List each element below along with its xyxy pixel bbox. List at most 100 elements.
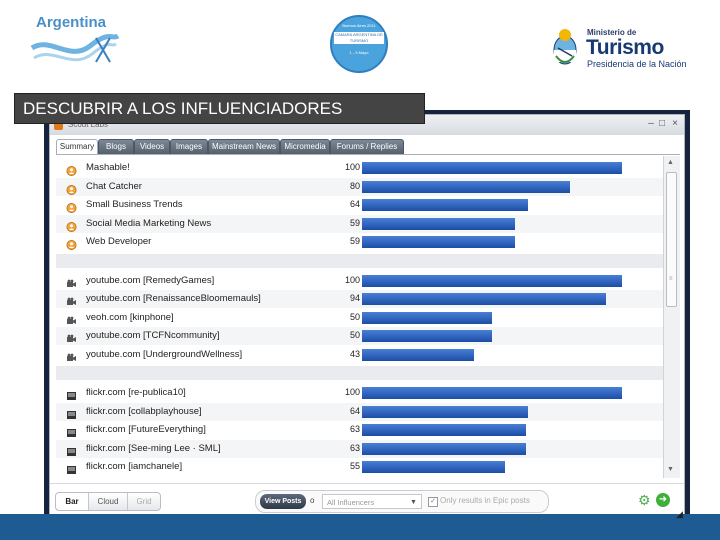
influencer-name[interactable]: Web Developer: [86, 236, 152, 247]
tab-images[interactable]: Images: [170, 139, 208, 154]
list-item[interactable]: flickr.com [collabplayhouse] 64: [56, 402, 663, 421]
slide-title-bar: DESCUBRIR A LOS INFLUENCIADORES: [14, 93, 425, 124]
blog-person-icon: [66, 237, 77, 250]
list-item[interactable]: youtube.com [RenaissanceBloomemauls] 94: [56, 290, 663, 308]
footer-band: [0, 514, 720, 540]
list-item[interactable]: youtube.com [RemedyGames] 100: [56, 272, 663, 290]
gear-icon[interactable]: ⚙: [638, 492, 651, 508]
blog-person-icon: [66, 182, 77, 195]
influence-bar: [362, 405, 529, 418]
resize-handle-icon[interactable]: ◢: [676, 509, 683, 519]
scroll-grip-icon: ≡: [669, 276, 673, 282]
influencer-name[interactable]: Chat Catcher: [86, 180, 142, 192]
argentina-logo: Argentina: [30, 12, 140, 72]
influence-score: 63: [349, 424, 360, 434]
argentina-swoosh-icon: [30, 33, 120, 63]
influencer-name[interactable]: flickr.com [re-publica10]: [86, 387, 186, 398]
view-mode-cloud-button[interactable]: Cloud: [89, 493, 128, 510]
seal-bottom-text: 1 - 5 Mayo: [349, 50, 369, 55]
vertical-scrollbar[interactable]: ▲ ≡ ▼: [663, 156, 680, 478]
influence-bar: [362, 180, 570, 193]
influencer-name[interactable]: flickr.com [FutureEverything]: [86, 424, 206, 435]
go-arrow-icon[interactable]: ➜: [656, 493, 670, 507]
influence-bar: [362, 348, 474, 361]
ministry-label: Ministerio de: [587, 28, 637, 37]
epic-posts-label: Only results in Epic posts: [440, 496, 530, 505]
influence-bar: [362, 424, 526, 436]
image-icon: [66, 444, 77, 456]
influence-score: 94: [349, 293, 360, 303]
influencer-list: Mashable! 100 Chat Catcher 80 Small Business…: [56, 156, 663, 481]
tab-mainstream-news[interactable]: Mainstream News: [208, 139, 280, 154]
influence-score: 100: [344, 162, 360, 172]
view-mode-bar-button[interactable]: Bar: [56, 493, 89, 510]
ministry-name: Turismo: [586, 36, 664, 59]
influencer-name[interactable]: veoh.com [kinphone]: [86, 311, 174, 323]
list-item[interactable]: Social Media Marketing News 59: [56, 214, 663, 233]
influence-score: 50: [349, 311, 360, 322]
chevron-down-icon: ▼: [410, 499, 417, 506]
influence-score: 43: [349, 348, 360, 359]
influencer-name[interactable]: flickr.com [collabplayhouse]: [86, 405, 202, 417]
ministry-subtitle: Presidencia de la Nación: [587, 59, 687, 69]
list-item[interactable]: flickr.com [See-ming Lee · SML] 63: [56, 439, 663, 458]
tab-forums-replies[interactable]: Forums / Replies: [330, 139, 404, 154]
list-item[interactable]: flickr.com [re-publica10] 100: [56, 384, 663, 402]
influencer-name[interactable]: flickr.com [See-ming Lee · SML]: [86, 442, 221, 454]
view-mode-grid-button[interactable]: Grid: [136, 497, 152, 506]
video-camera-icon: [66, 276, 77, 287]
seal-top-text: Buenos Aires 2011: [342, 23, 376, 28]
list-item[interactable]: flickr.com [FutureEverything] 63: [56, 421, 663, 439]
influence-score: 50: [349, 330, 360, 340]
national-crest-icon: [553, 29, 577, 65]
of-label: o: [310, 496, 315, 505]
tab-summary[interactable]: Summary: [56, 139, 98, 155]
influence-score: 80: [349, 180, 360, 191]
scroll-up-icon[interactable]: ▲: [667, 159, 674, 166]
influence-bar: [362, 461, 505, 473]
influencer-name[interactable]: youtube.com [RemedyGames]: [86, 274, 215, 286]
list-item[interactable]: Small Business Trends 64: [56, 196, 663, 214]
influence-score: 100: [344, 387, 360, 397]
list-item[interactable]: flickr.com [iamchanele] 55: [56, 458, 663, 476]
tab-videos[interactable]: Videos: [134, 139, 170, 154]
list-item[interactable]: Mashable! 100: [56, 159, 663, 177]
list-item[interactable]: Web Developer 59: [56, 233, 663, 251]
group-separator: [56, 253, 663, 268]
influencer-name[interactable]: Social Media Marketing News: [86, 217, 212, 229]
list-item[interactable]: veoh.com [kinphone] 50: [56, 309, 663, 327]
slide-header: Argentina Buenos Aires 2011 CAMARA ARGEN…: [0, 0, 720, 92]
tab-divider: [56, 154, 680, 155]
app-icon: [54, 121, 63, 130]
influencer-name[interactable]: Mashable!: [86, 162, 130, 173]
list-item[interactable]: Chat Catcher 80: [56, 177, 663, 196]
close-icon[interactable]: ×: [672, 118, 678, 129]
video-camera-icon: [66, 350, 77, 361]
tab-micromedia[interactable]: Micromedia: [280, 139, 330, 154]
video-camera-icon: [66, 331, 77, 342]
influence-bar: [362, 330, 492, 342]
minimize-icon[interactable]: –: [648, 118, 654, 129]
list-item[interactable]: youtube.com [TCFNcommunity] 50: [56, 327, 663, 345]
image-icon: [66, 407, 77, 419]
scrollbar-thumb[interactable]: [666, 172, 677, 307]
influencer-name[interactable]: youtube.com [RenaissanceBloomemauls]: [86, 293, 261, 304]
tab-blogs[interactable]: Blogs: [98, 139, 134, 154]
scroll-down-icon[interactable]: ▼: [667, 466, 674, 473]
epic-posts-checkbox[interactable]: ✓: [428, 497, 438, 507]
influencer-name[interactable]: youtube.com [TCFNcommunity]: [86, 330, 220, 341]
bottom-toolbar: Bar Cloud Grid View Posts o All Influenc…: [50, 483, 684, 517]
influencer-name[interactable]: flickr.com [iamchanele]: [86, 461, 183, 472]
influence-score: 63: [349, 442, 360, 453]
influencer-name[interactable]: youtube.com [UndergroundWellness]: [86, 348, 243, 360]
image-icon: [66, 462, 77, 474]
post-filter-group: View Posts o All Influencers ▼ ✓ Only re…: [255, 490, 549, 513]
list-item[interactable]: youtube.com [UndergroundWellness] 43: [56, 346, 663, 364]
influencer-name[interactable]: Small Business Trends: [86, 199, 183, 210]
influence-score: 100: [344, 274, 360, 285]
influencers-select[interactable]: All Influencers ▼: [322, 494, 422, 509]
maximize-icon[interactable]: □: [658, 118, 666, 129]
view-posts-button[interactable]: View Posts: [260, 494, 306, 509]
influence-bar: [362, 311, 492, 324]
app-window: Scout Labs – □ × Summary Blogs Videos Image…: [49, 114, 685, 518]
